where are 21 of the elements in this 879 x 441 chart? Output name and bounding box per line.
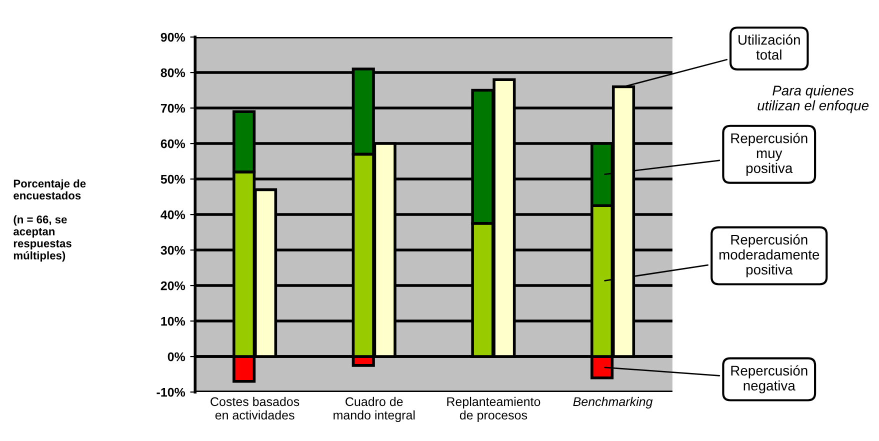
text: Utilización total [738,34,800,60]
y-tick-label: 70% [160,104,186,113]
y-tick-label: 60% [160,139,186,148]
x-tick-label: Benchmarking [573,396,653,409]
y-tick-label: 90% [160,32,186,42]
x-tick-label: Costes basados en actividades [210,396,300,420]
y-tick-label: -10% [156,388,186,397]
y-tick-label: 40% [160,210,186,220]
y-tick-label: 0% [168,352,186,362]
text: Porcentaje de encuestados (n = 66, se aceptan respuestas múltiples) [14,179,86,262]
y-tick-label: 50% [160,174,186,184]
text: Repercusión negativa [731,365,808,394]
x-tick-label: Replanteamiento de procesos [447,396,540,422]
text: Repercusión moderadamente positiva [719,234,820,278]
y-tick-label: 30% [160,246,186,255]
y-tick-label: 80% [160,68,186,78]
text: Repercusión muy positiva [731,132,808,176]
y-tick-label: 10% [161,316,186,326]
y-tick-label: 20% [160,281,186,290]
x-tick-label: Cuadro de mando integral [334,396,415,422]
text: Para quienes utilizan el enfoque [758,85,869,114]
